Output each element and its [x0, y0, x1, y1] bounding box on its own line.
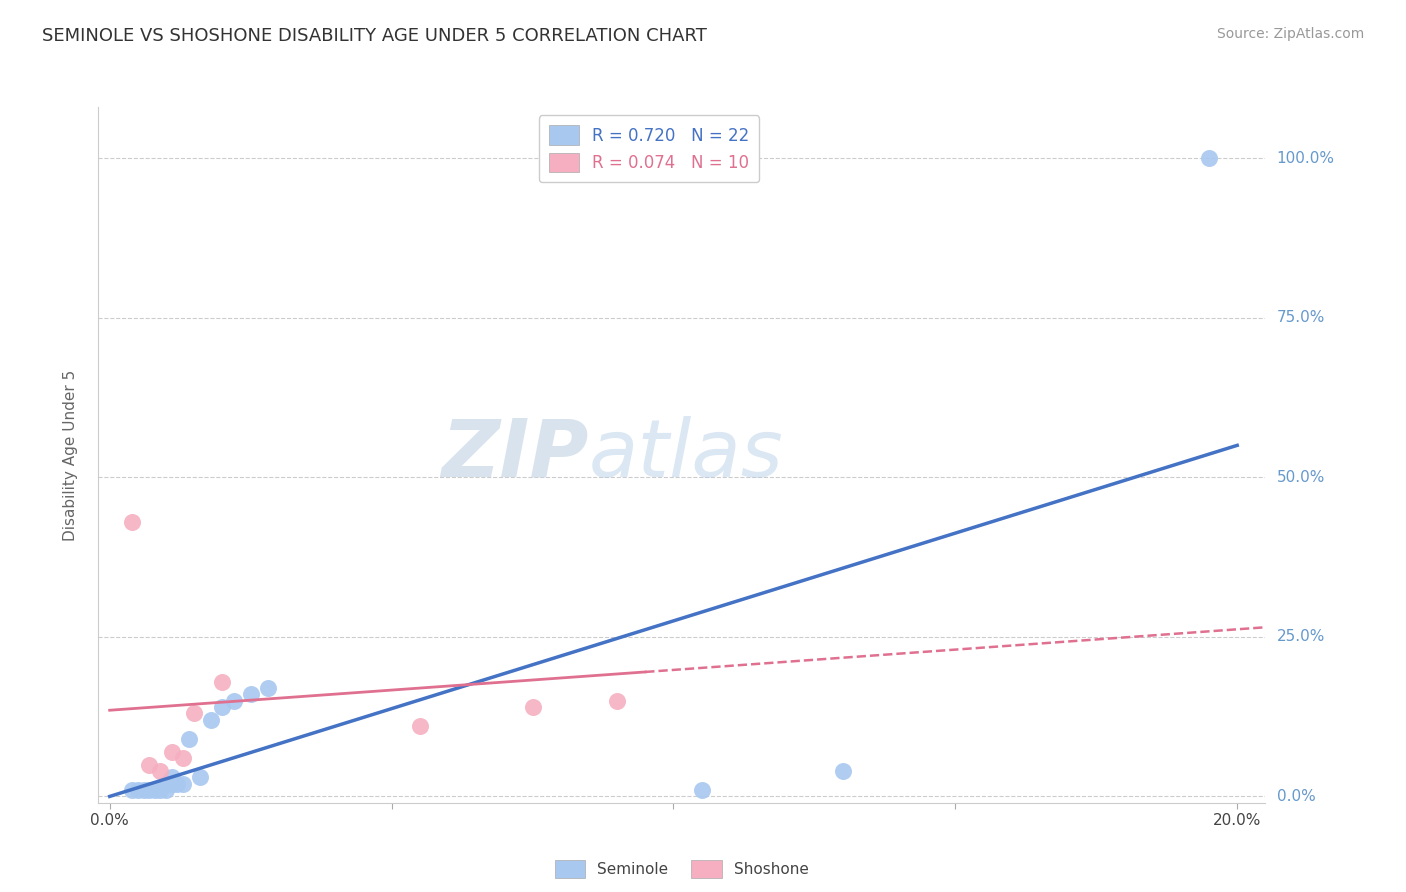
Point: [177, 731, 200, 746]
Point: [172, 751, 194, 765]
Y-axis label: Disability Age Under 5: Disability Age Under 5: [63, 369, 77, 541]
Legend: Seminole, Shoshone: Seminole, Shoshone: [547, 853, 817, 886]
Point: [522, 700, 544, 714]
Point: [1198, 151, 1220, 165]
Point: [211, 674, 233, 689]
Point: [155, 783, 177, 797]
Point: [138, 757, 160, 772]
Point: [127, 783, 149, 797]
Point: [155, 777, 177, 791]
Point: [690, 783, 713, 797]
Point: [172, 777, 194, 791]
Text: 100.0%: 100.0%: [1277, 151, 1334, 166]
Point: [160, 777, 183, 791]
Text: Source: ZipAtlas.com: Source: ZipAtlas.com: [1216, 27, 1364, 41]
Text: ZIP: ZIP: [441, 416, 589, 494]
Point: [222, 694, 245, 708]
Text: atlas: atlas: [589, 416, 783, 494]
Point: [211, 700, 233, 714]
Point: [606, 694, 628, 708]
Point: [149, 783, 172, 797]
Point: [160, 770, 183, 784]
Point: [188, 770, 211, 784]
Text: 75.0%: 75.0%: [1277, 310, 1324, 326]
Point: [138, 783, 160, 797]
Text: SEMINOLE VS SHOSHONE DISABILITY AGE UNDER 5 CORRELATION CHART: SEMINOLE VS SHOSHONE DISABILITY AGE UNDE…: [42, 27, 707, 45]
Point: [166, 777, 188, 791]
Point: [200, 713, 222, 727]
Point: [132, 783, 155, 797]
Point: [160, 745, 183, 759]
Point: [409, 719, 432, 733]
Point: [239, 687, 262, 701]
Text: 25.0%: 25.0%: [1277, 630, 1324, 644]
Point: [143, 783, 166, 797]
Point: [183, 706, 205, 721]
Point: [149, 764, 172, 778]
Text: 0.0%: 0.0%: [1277, 789, 1315, 804]
Point: [121, 515, 143, 529]
Point: [831, 764, 853, 778]
Point: [121, 783, 143, 797]
Point: [256, 681, 278, 695]
Text: 50.0%: 50.0%: [1277, 470, 1324, 484]
